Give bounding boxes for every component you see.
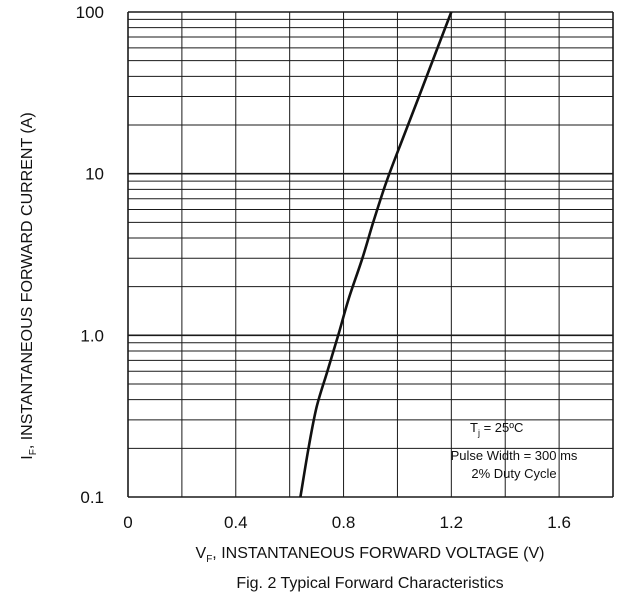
y-tick-label: 0.1 (80, 488, 104, 507)
y-tick-label: 10 (85, 165, 104, 184)
x-tick-label: 0.4 (224, 513, 248, 532)
series-layer (299, 11, 453, 498)
x-tick-label: 1.2 (440, 513, 464, 532)
x-tick-label: 0 (123, 513, 132, 532)
tj-label: Tj = 25ºC (470, 420, 523, 438)
duty-cycle-annotation: 2% Duty Cycle (471, 466, 556, 481)
y-tick-label: 100 (76, 3, 104, 22)
y-axis-label: IF, INSTANTANEOUS FORWARD CURRENT (A) (19, 112, 39, 459)
grid (127, 11, 614, 498)
junction-temp-annotation: Tj = 25ºC (470, 420, 523, 438)
x-tick-label: 1.6 (547, 513, 571, 532)
y-tick-label: 1.0 (80, 326, 104, 345)
x-tick-labels: 0 0.4 0.8 1.2 1.6 (123, 513, 571, 532)
forward-current-curve (299, 11, 453, 498)
pulse-width-annotation: Pulse Width = 300 ms (451, 448, 578, 463)
x-axis-label: VF, INSTANTANEOUS FORWARD VOLTAGE (V) (196, 545, 545, 565)
chart-title: Fig. 2 Typical Forward Characteristics (236, 575, 503, 592)
y-tick-labels: 0.1 1.0 10 100 (76, 3, 104, 507)
x-tick-label: 0.8 (332, 513, 356, 532)
